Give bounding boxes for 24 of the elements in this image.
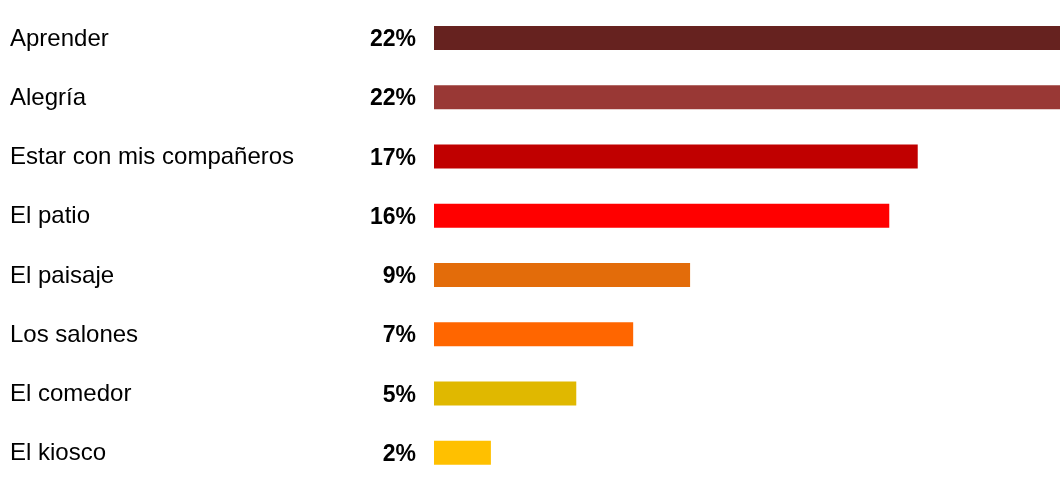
data-label: 16% — [369, 202, 416, 229]
y-tick-label: Estar con mis compañeros — [10, 142, 295, 170]
y-tick-label: El patio — [10, 201, 91, 229]
y-tick-label: Alegría — [10, 82, 87, 110]
data-label: 9% — [382, 262, 416, 288]
bar — [434, 85, 1060, 110]
data-label: 5% — [382, 380, 416, 407]
data-label: 7% — [382, 321, 416, 348]
data-label: 22% — [369, 84, 416, 111]
bar — [434, 26, 1060, 50]
bar — [434, 203, 890, 228]
bar — [434, 144, 918, 169]
bar — [434, 381, 577, 406]
y-tick-label: El paisaje — [10, 260, 115, 288]
data-label: 22% — [369, 25, 416, 51]
y-tick-label: El comedor — [10, 379, 132, 407]
y-tick-label: Los salones — [10, 319, 139, 347]
data-label: 2% — [382, 439, 416, 466]
y-tick-label: Aprender — [10, 23, 109, 51]
bar — [434, 322, 634, 347]
bar — [434, 263, 691, 287]
y-tick-label: El kiosco — [10, 438, 107, 466]
data-label: 17% — [369, 143, 416, 170]
bar — [434, 440, 491, 465]
